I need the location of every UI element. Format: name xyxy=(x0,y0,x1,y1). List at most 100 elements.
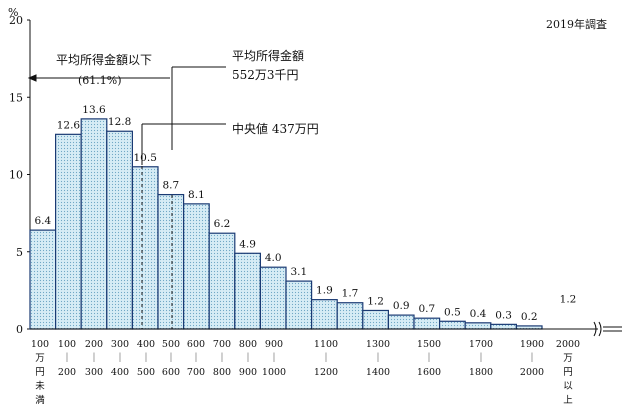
below-average-percent: (61.1%) xyxy=(78,74,122,87)
axis-break-mark xyxy=(30,321,622,337)
x-tick-label-line: 満 xyxy=(35,395,45,406)
x-tick-label-line: 600 xyxy=(187,339,205,350)
x-tick-label-line: 1000 xyxy=(262,367,286,378)
x-tick-label-line: 500 xyxy=(162,339,180,350)
x-tick-label-line: ｜ xyxy=(269,352,279,364)
x-tick-label-line: 400 xyxy=(111,367,129,378)
annotation-lines xyxy=(27,66,226,329)
x-tick-label-line: ｜ xyxy=(476,352,486,364)
x-tick-label: 1900 ｜ 2000 xyxy=(520,339,544,378)
x-tick-label-line: 900 xyxy=(265,339,283,350)
x-tick-label: 1100 ｜ 1200 xyxy=(314,339,338,378)
x-tick-label-line: 700 xyxy=(187,367,205,378)
bar-value-label: 0.9 xyxy=(393,300,410,312)
bar xyxy=(183,203,210,330)
x-tick-label: 1700 ｜ 1800 xyxy=(469,339,493,378)
bar xyxy=(157,193,185,330)
x-tick-label: 1500 ｜ 1600 xyxy=(417,339,441,378)
x-tick-label-line: 200 xyxy=(58,367,76,378)
x-tick-label: 800 ｜ 900 xyxy=(239,339,257,378)
x-tick-label: 500 ｜ 600 xyxy=(162,339,180,378)
x-tick-label-line: 500 xyxy=(137,367,155,378)
y-tick-label: 10 xyxy=(9,169,23,182)
x-tick-label: 300 ｜ 400 xyxy=(111,339,129,378)
x-tick-label-line: 600 xyxy=(162,367,180,378)
x-tick-label-line: 100 xyxy=(58,339,76,350)
bar-value-label: 0.7 xyxy=(418,303,435,315)
bar-value-label: 1.9 xyxy=(316,285,333,297)
bar-value-label: 1.2 xyxy=(367,295,384,307)
bar xyxy=(362,309,389,330)
x-axis-labels: 100万円未満100｜200200｜300300｜400400｜500500｜6… xyxy=(31,339,580,406)
bar-value-label: 1.7 xyxy=(342,288,359,300)
bar xyxy=(464,322,492,330)
bar-value-label: 12.8 xyxy=(108,116,131,128)
bar xyxy=(285,280,313,330)
bar-value-label: 10.5 xyxy=(134,152,157,164)
x-tick-label-line: ｜ xyxy=(243,352,253,364)
x-tick-label-line: 万 xyxy=(563,353,573,364)
x-tick-label-line: 1400 xyxy=(366,367,390,378)
x-tick-label-line: 300 xyxy=(111,339,129,350)
y-tick-label: 5 xyxy=(16,246,23,259)
bar-value-label: 6.2 xyxy=(214,218,231,230)
x-tick-label: 200 ｜ 300 xyxy=(85,339,103,378)
x-tick-label-line: 1200 xyxy=(314,367,338,378)
x-tick-label-line: ｜ xyxy=(321,352,331,364)
bar xyxy=(106,130,134,330)
x-tick-label-line: 2000 xyxy=(556,339,580,350)
x-tick-label-line: 未 xyxy=(35,380,45,392)
bar-value-label: 0.5 xyxy=(444,306,461,318)
bar xyxy=(490,323,517,330)
below-average-arrowhead xyxy=(27,74,37,82)
bar xyxy=(234,252,262,330)
y-tick-label: 20 xyxy=(9,14,23,27)
bar xyxy=(439,320,466,330)
x-tick-label-line: 2000 xyxy=(520,367,544,378)
x-tick-label: 1300 ｜ 1400 xyxy=(366,339,390,378)
x-tick-label-line: 上 xyxy=(563,395,573,406)
x-tick-label-line: 1100 xyxy=(314,339,338,350)
bar-value-label: 8.1 xyxy=(188,189,205,201)
bar xyxy=(80,118,108,330)
bar-value-label: 0.4 xyxy=(470,308,487,320)
x-tick-label-line: ｜ xyxy=(527,352,537,364)
bar xyxy=(336,302,364,330)
y-axis: 0 5 10 15 20 xyxy=(9,14,31,336)
bar-value-label: 0.2 xyxy=(521,311,538,323)
x-tick-label-line: ｜ xyxy=(166,352,176,364)
mean-label: 平均所得金額 xyxy=(232,48,304,63)
x-tick-label-line: ｜ xyxy=(373,352,383,364)
bar-value-label: 12.6 xyxy=(57,119,81,131)
bar-value-label: 6.4 xyxy=(34,215,51,227)
x-tick-label-line: 1600 xyxy=(417,367,441,378)
x-tick-label-line: 以 xyxy=(563,381,573,392)
x-tick-label-line: 1900 xyxy=(520,339,544,350)
x-tick-label-line: 100 xyxy=(31,339,49,350)
y-tick-label: 15 xyxy=(9,91,23,104)
bar-value-label: 4.0 xyxy=(265,252,282,264)
x-tick-label-line: 800 xyxy=(213,367,231,378)
x-tick-label-line: 円 xyxy=(563,367,573,378)
mean-value: 552万3千円 xyxy=(232,68,299,82)
bar xyxy=(54,133,82,330)
x-tick-label-line: ｜ xyxy=(217,352,227,364)
bar-value-label: 0.3 xyxy=(495,309,512,321)
bar xyxy=(259,266,287,330)
y-unit-label: % xyxy=(8,6,18,19)
x-tick-label: 400 ｜ 500 xyxy=(137,339,155,378)
x-tick-label-line: 800 xyxy=(239,339,257,350)
x-tick-label-line: 1800 xyxy=(469,367,493,378)
bar xyxy=(311,299,338,330)
bar xyxy=(413,317,441,330)
value-labels: 6.4 12.613.612.8 10.5 8.7 8.1 6.2 4.9 4.0 3.1 1.9… xyxy=(34,104,576,323)
bar-value-label: 3.1 xyxy=(290,266,307,278)
x-tick-label-line: ｜ xyxy=(89,352,99,364)
bar xyxy=(29,229,57,330)
x-tick-label-line: ｜ xyxy=(141,352,151,364)
median-label: 中央値 437万円 xyxy=(232,121,319,136)
x-tick-label-line: 400 xyxy=(137,339,155,350)
